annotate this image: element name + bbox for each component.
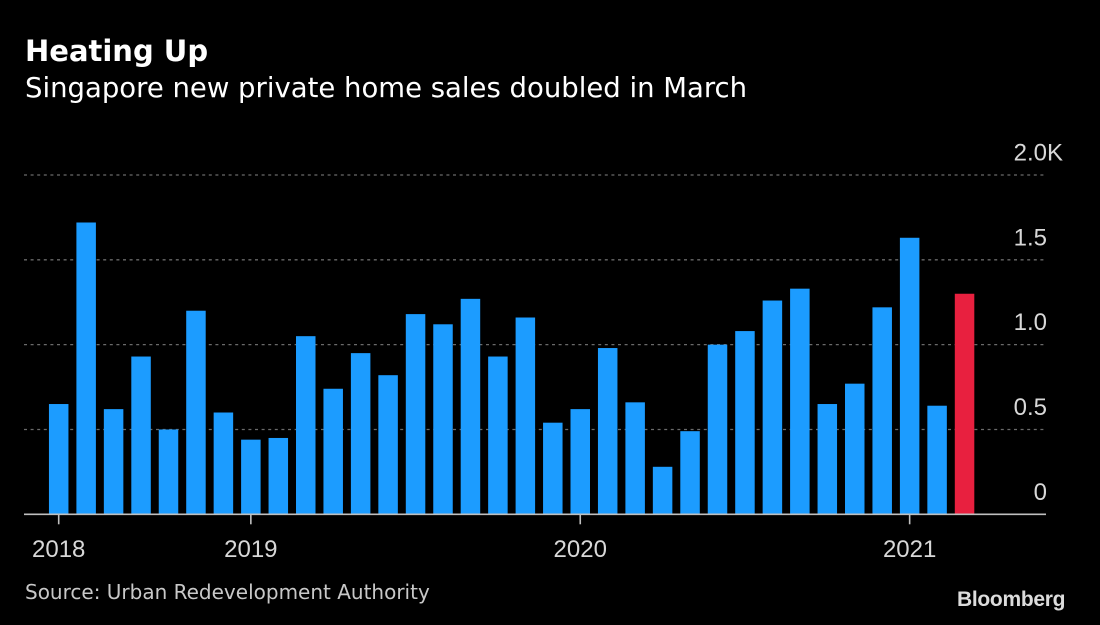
y-tick-label: 1.5 [1014, 224, 1047, 251]
bar-2018-08 [103, 409, 124, 515]
y-axis-labels: 0 0.5 1.0 1.5 2.0 K [1014, 140, 1063, 506]
bar-2018-09 [131, 356, 151, 515]
bar-2020-03 [625, 402, 645, 515]
bar-2018-07 [76, 222, 96, 515]
y-tick-label: 0.5 [1014, 394, 1047, 421]
bar-2021-02 [927, 405, 947, 515]
x-tick-label: 2018 [32, 536, 85, 563]
bar-2021-01 [899, 237, 920, 515]
x-axis [24, 513, 1046, 525]
bar-2019-12 [543, 422, 563, 515]
y-tick-unit-suffix: K [1047, 140, 1063, 167]
chart-subtitle: Singapore new private home sales doubled… [25, 72, 748, 104]
bar-2019-11 [515, 317, 536, 515]
bar-2019-01 [241, 439, 261, 515]
bars [48, 222, 975, 515]
x-tick-label: 2019 [224, 536, 277, 563]
bar-2020-07 [735, 331, 755, 515]
bar-2019-07 [405, 314, 426, 515]
bar-2020-09 [790, 288, 810, 515]
bar-2018-11 [186, 310, 206, 515]
bar-highlight-2021-03 [954, 293, 975, 515]
bar-2019-09 [460, 298, 481, 515]
bar-2020-05 [680, 431, 700, 515]
bar-2019-04 [323, 388, 343, 515]
bar-2019-08 [433, 324, 453, 515]
bar-2019-10 [488, 356, 508, 515]
x-tick-label: 2021 [883, 536, 936, 563]
source-note: Source: Urban Redevelopment Authority [25, 580, 430, 604]
bar-2019-02 [268, 437, 289, 515]
bar-2020-01 [570, 409, 590, 515]
bar-2018-10 [158, 429, 179, 515]
y-tick-label: 1.0 [1014, 309, 1047, 336]
bar-2018-06 [48, 404, 69, 515]
bar-2020-04 [652, 466, 673, 515]
chart-title: Heating Up [25, 34, 209, 68]
bar-2020-11 [845, 383, 865, 515]
x-axis-labels: 2018 2019 2020 2021 [32, 536, 936, 563]
bar-2020-12 [872, 307, 892, 515]
bar-2019-03 [296, 336, 316, 515]
bar-2018-12 [213, 412, 234, 515]
y-tick-label: 0 [1034, 479, 1047, 506]
bar-2020-10 [817, 404, 838, 515]
bar-2020-08 [762, 300, 783, 515]
bar-2019-06 [378, 375, 398, 515]
bar-2020-02 [597, 348, 618, 515]
bloomberg-logo: Bloomberg [957, 588, 1066, 611]
x-tick-label: 2020 [554, 536, 607, 563]
bar-2020-06 [707, 344, 728, 515]
y-tick-label: 2.0 [1014, 140, 1047, 167]
bar-2019-05 [350, 353, 371, 515]
